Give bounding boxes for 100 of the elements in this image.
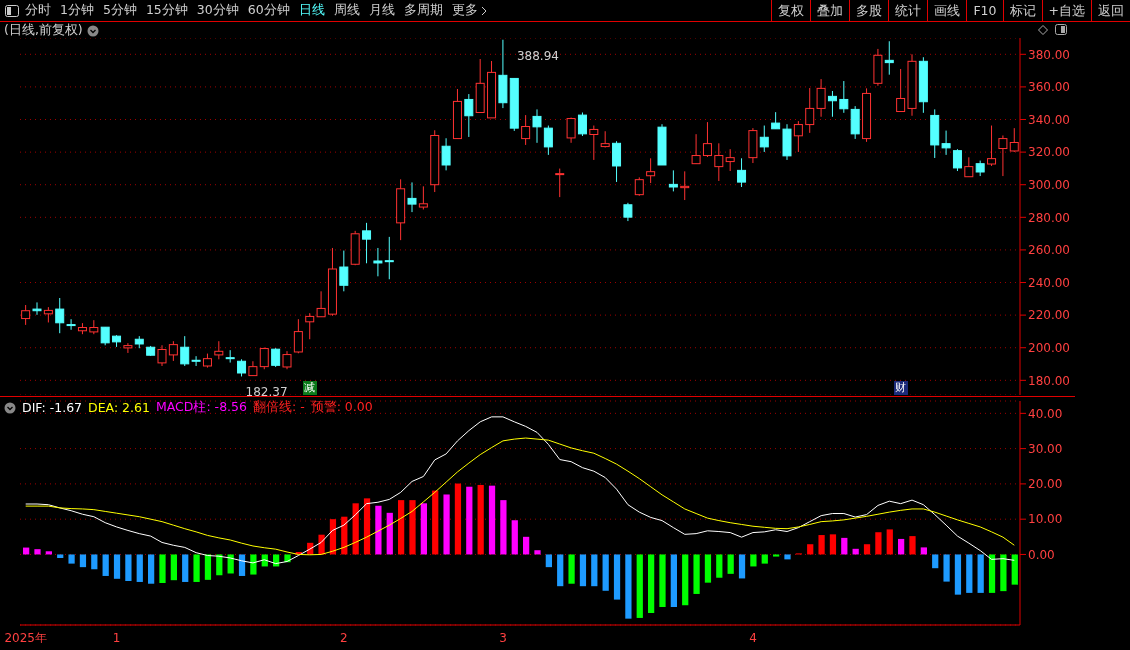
bar — [738, 554, 746, 579]
text: 返回 — [1091, 0, 1130, 21]
bar — [818, 535, 825, 555]
candlestick — [816, 78, 826, 118]
text: 画线 — [927, 0, 967, 21]
bar — [136, 554, 143, 582]
bar — [466, 486, 473, 555]
text: 月线 — [368, 2, 395, 19]
bar — [511, 520, 518, 555]
text: 多周期 — [403, 2, 443, 19]
candlestick — [521, 114, 531, 146]
x-tick-label: 1 — [112, 631, 121, 645]
candlestick — [680, 170, 690, 201]
text: +自选 — [1041, 0, 1091, 21]
bar — [193, 554, 200, 582]
x-tick-label: 2 — [340, 631, 348, 645]
bar — [1011, 554, 1018, 585]
candlestick — [305, 312, 315, 340]
chart-title: (日线,前复权) — [4, 22, 83, 39]
bar — [204, 554, 212, 580]
bar — [477, 484, 484, 555]
candlestick — [737, 157, 747, 188]
candlestick — [577, 112, 587, 137]
candlestick — [407, 181, 417, 213]
candlestick — [543, 125, 553, 156]
line-series — [25, 437, 1015, 556]
candlestick — [157, 344, 167, 367]
annotation: 翻倍线: - — [252, 399, 305, 416]
candlestick — [793, 120, 803, 153]
bar — [250, 554, 257, 575]
candlestick — [384, 236, 394, 280]
bar — [727, 554, 734, 574]
bar — [602, 554, 609, 591]
bar — [704, 554, 712, 583]
y-tick-label: 240.00 — [1028, 275, 1070, 290]
bar — [886, 529, 893, 555]
bar — [773, 554, 780, 557]
y-tick-label: 320.00 — [1028, 145, 1070, 160]
candlestick — [271, 347, 281, 368]
y-tick-label: 380.00 — [1028, 47, 1070, 62]
bar — [943, 554, 950, 582]
bar — [363, 498, 371, 555]
text: 30分钟 — [196, 2, 239, 19]
candlestick — [714, 142, 724, 182]
bar — [34, 549, 41, 555]
candlestick — [805, 87, 815, 134]
bar — [579, 554, 587, 587]
bar — [591, 554, 598, 587]
annotation: 财 — [893, 381, 908, 395]
annotation: 388.94 — [516, 48, 559, 63]
candlestick — [896, 68, 906, 113]
annotation: : 2.61 — [113, 400, 150, 415]
annotation: 预警: 0.00 — [310, 399, 373, 416]
y-tick-label: 200.00 — [1028, 340, 1070, 355]
candlestick — [66, 318, 76, 331]
candlestick — [623, 202, 633, 222]
candlestick — [532, 108, 542, 144]
text: 叠加 — [810, 0, 850, 21]
line-series — [25, 416, 1015, 565]
text: 周线 — [333, 2, 360, 19]
bar — [375, 505, 382, 555]
text: 15分钟 — [145, 2, 188, 19]
bar — [500, 500, 507, 555]
bar — [636, 554, 643, 618]
y-tick-label: 360.00 — [1028, 80, 1070, 95]
candlestick — [759, 125, 769, 153]
bar — [523, 536, 530, 555]
bar — [386, 512, 393, 555]
bar — [545, 554, 552, 568]
bar — [443, 494, 450, 555]
candlestick — [100, 326, 110, 346]
y-tick-label: 180.00 — [1028, 373, 1070, 388]
bar — [170, 554, 177, 581]
bar — [909, 536, 916, 555]
candlestick — [21, 304, 31, 326]
x-tick-label: 2025年 — [4, 631, 47, 645]
candlestick — [612, 140, 622, 183]
bar — [45, 551, 52, 555]
candlestick — [362, 222, 372, 264]
candlestick — [884, 40, 894, 76]
bar — [68, 554, 75, 564]
bar — [182, 554, 189, 582]
bar — [988, 554, 996, 593]
text: MACD柱 — [155, 399, 207, 414]
y-tick-label: 260.00 — [1028, 243, 1070, 258]
bar — [398, 500, 405, 555]
y-tick-label: 30.00 — [1028, 441, 1063, 456]
bar — [807, 544, 814, 555]
x-tick-label: 4 — [749, 631, 757, 645]
candlestick — [941, 130, 951, 156]
bar — [841, 537, 848, 555]
bar — [113, 554, 121, 579]
bar — [920, 547, 927, 555]
bar — [79, 554, 87, 568]
bar — [829, 534, 837, 555]
text: 1分钟 — [60, 2, 94, 19]
text: 5分钟 — [102, 2, 137, 19]
candlestick — [998, 134, 1008, 177]
bar — [57, 554, 64, 558]
bar — [966, 554, 973, 593]
